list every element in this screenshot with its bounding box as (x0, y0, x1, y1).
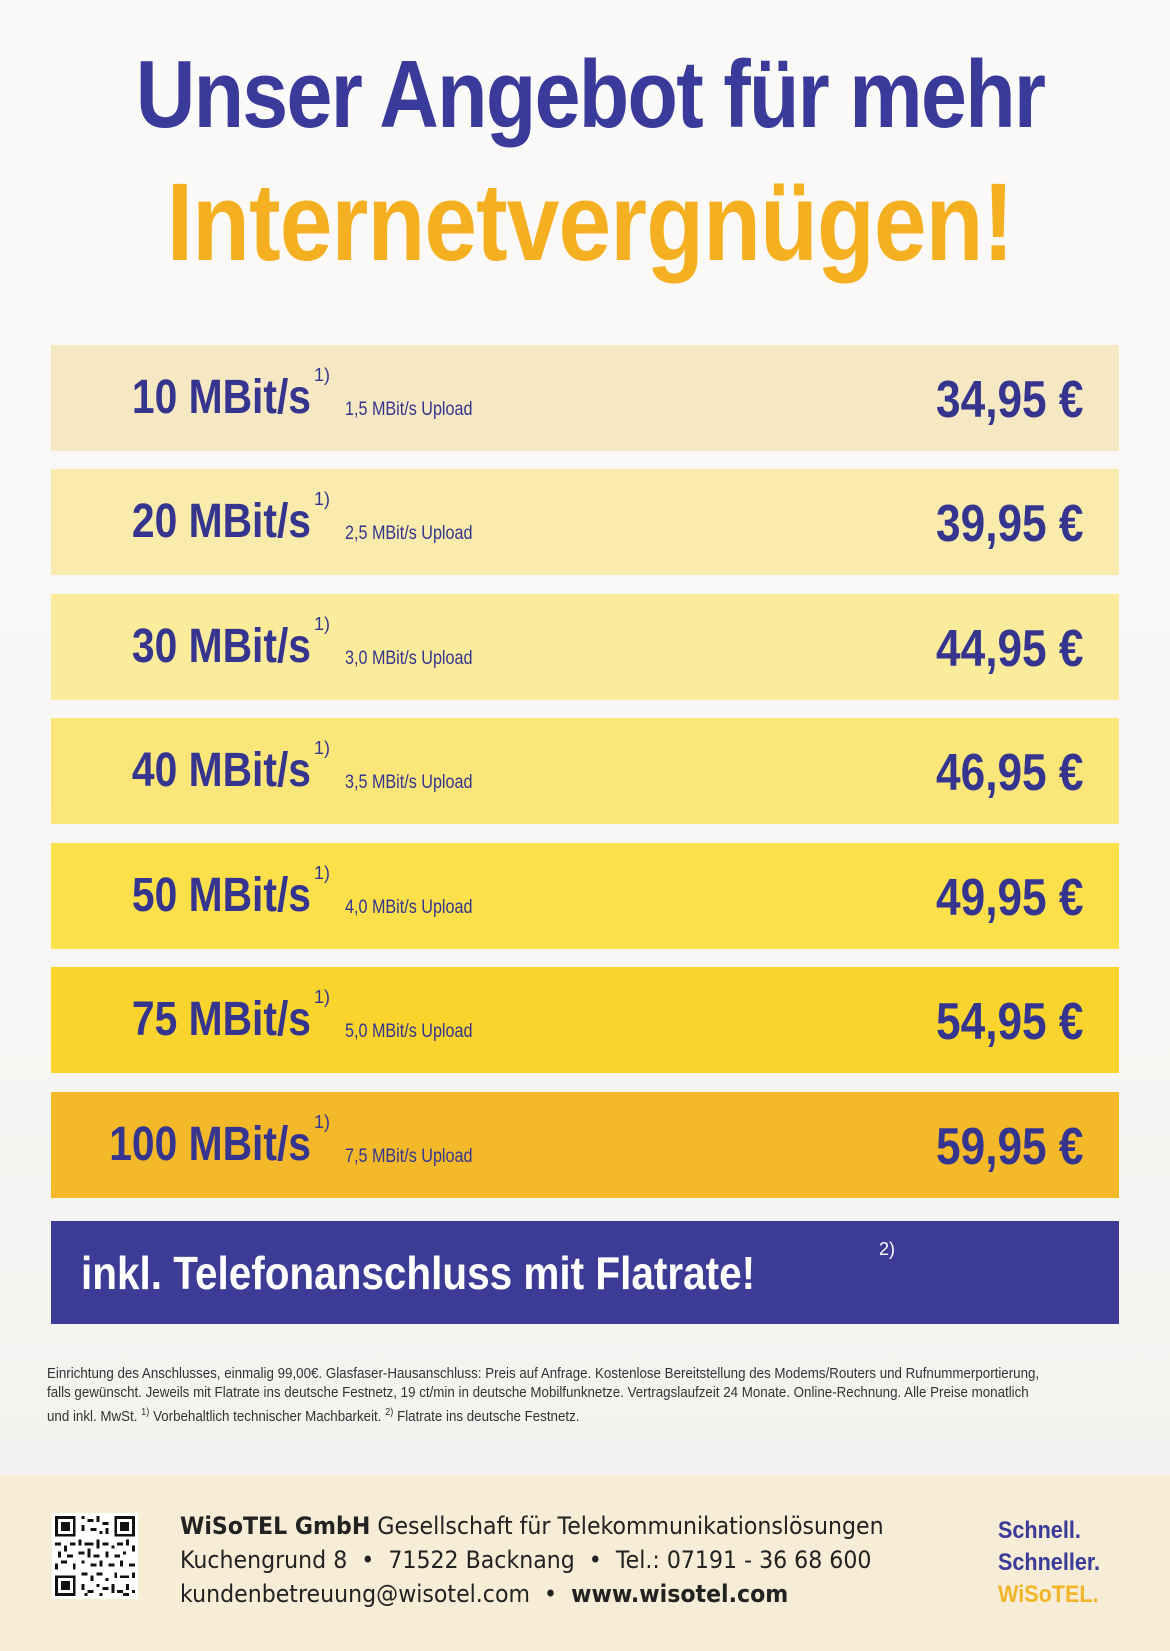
tier-price: 49,95 € (935, 869, 1083, 927)
tier-speed: 40 MBit/s (131, 744, 311, 797)
tier-speed: 10 MBit/s (131, 371, 311, 424)
footnote-mark-2: 2) (385, 1407, 394, 1418)
contact-line: kundenbetreuung@wisotel.com • www.wisote… (180, 1577, 898, 1611)
footnote-line-1: Einrichtung des Anschlusses, einmalig 99… (47, 1366, 1040, 1382)
tier-speed: 75 MBit/s (131, 993, 311, 1046)
tier-speed: 50 MBit/s (131, 869, 311, 922)
tier-footnote-mark: 1) (314, 987, 331, 1007)
bullet-separator: • (588, 1546, 602, 1574)
phone-number[interactable]: 07191 - 36 68 600 (666, 1546, 872, 1574)
company-info: WiSoTEL GmbH Gesellschaft für Telekommun… (180, 1509, 898, 1611)
email-link[interactable]: kundenbetreuung@wisotel.com (180, 1580, 530, 1608)
price-tier-40: 40 MBit/s 1) 3,5 MBit/s Upload 46,95 € (51, 718, 1119, 824)
headline-line-1: Unser Angebot für mehr (135, 41, 1046, 148)
street: Kuchengrund 8 (180, 1546, 348, 1574)
flatrate-text: inkl. Telefonanschluss mit Flatrate! (81, 1247, 756, 1299)
slogan-line-3: WiSoTEL. (998, 1581, 1099, 1608)
tel-label: Tel.: (615, 1546, 660, 1574)
tier-footnote-mark: 1) (314, 1112, 331, 1132)
tier-footnote-mark: 1) (314, 489, 331, 509)
slogan-line-1: Schnell. (998, 1517, 1081, 1544)
tier-footnote-mark: 1) (314, 365, 331, 385)
tier-upload: 1,5 MBit/s Upload (345, 399, 473, 420)
bullet-separator: • (544, 1580, 558, 1608)
price-tier-75: 75 MBit/s 1) 5,0 MBit/s Upload 54,95 € (51, 967, 1119, 1073)
tier-upload: 7,5 MBit/s Upload (345, 1146, 473, 1167)
company-name-line: WiSoTEL GmbH Gesellschaft für Telekommun… (180, 1509, 898, 1543)
tier-price: 44,95 € (935, 620, 1083, 678)
footnote-line-2: falls gewünscht. Jeweils mit Flatrate in… (47, 1385, 1029, 1401)
tier-speed: 100 MBit/s (109, 1118, 311, 1171)
website-link[interactable]: www.wisotel.com (571, 1580, 789, 1608)
flatrate-banner: inkl. Telefonanschluss mit Flatrate! 2) (51, 1221, 1119, 1324)
tier-price: 46,95 € (935, 744, 1083, 802)
slogan-line-2: Schneller. (998, 1549, 1101, 1576)
tier-upload: 3,5 MBit/s Upload (345, 772, 473, 793)
tier-upload: 4,0 MBit/s Upload (345, 897, 473, 918)
footnote-line-3a: und inkl. MwSt. (47, 1408, 138, 1425)
footnote-line-3: und inkl. MwSt. 1) Vorbehaltlich technis… (47, 1403, 1123, 1427)
tier-upload: 2,5 MBit/s Upload (345, 523, 473, 544)
tier-upload: 5,0 MBit/s Upload (345, 1021, 473, 1042)
footnote-line-3b: Vorbehaltlich technischer Machbarkeit. (153, 1408, 382, 1425)
footnote-mark-1: 1) (141, 1407, 150, 1418)
footer: WiSoTEL GmbH Gesellschaft für Telekommun… (0, 1475, 1170, 1651)
tier-speed: 20 MBit/s (131, 495, 311, 548)
tier-price: 54,95 € (935, 993, 1083, 1051)
headline-line-2: Internetvergnügen! (166, 161, 1014, 284)
slogan: Schnell. Schneller. WiSoTEL. (998, 1515, 1133, 1611)
tier-upload: 3,0 MBit/s Upload (345, 648, 473, 669)
qr-code-icon[interactable] (52, 1513, 138, 1599)
footnote-line-3c: Flatrate ins deutsche Festnetz. (397, 1408, 580, 1425)
company-description: Gesellschaft für Telekommunikationslösun… (377, 1512, 884, 1540)
tier-price: 34,95 € (935, 371, 1083, 429)
address-line: Kuchengrund 8 • 71522 Backnang • Tel.: 0… (180, 1543, 898, 1577)
price-tier-10: 10 MBit/s 1) 1,5 MBit/s Upload 34,95 € (51, 345, 1119, 451)
price-tier-20: 20 MBit/s 1) 2,5 MBit/s Upload 39,95 € (51, 469, 1119, 575)
city: 71522 Backnang (388, 1546, 575, 1574)
price-tier-30: 30 MBit/s 1) 3,0 MBit/s Upload 44,95 € (51, 594, 1119, 700)
footnote-text: Einrichtung des Anschlusses, einmalig 99… (47, 1365, 1123, 1427)
tier-speed: 30 MBit/s (131, 620, 311, 673)
tier-price: 59,95 € (935, 1118, 1083, 1176)
tier-footnote-mark: 1) (314, 614, 331, 634)
tier-price: 39,95 € (935, 495, 1083, 553)
bullet-separator: • (361, 1546, 375, 1574)
price-tier-50: 50 MBit/s 1) 4,0 MBit/s Upload 49,95 € (51, 843, 1119, 949)
flatrate-footnote-mark: 2) (879, 1239, 896, 1259)
tier-footnote-mark: 1) (314, 863, 331, 883)
company-name: WiSoTEL GmbH (180, 1512, 371, 1540)
tier-footnote-mark: 1) (314, 738, 331, 758)
price-tier-100: 100 MBit/s 1) 7,5 MBit/s Upload 59,95 € (51, 1092, 1119, 1198)
